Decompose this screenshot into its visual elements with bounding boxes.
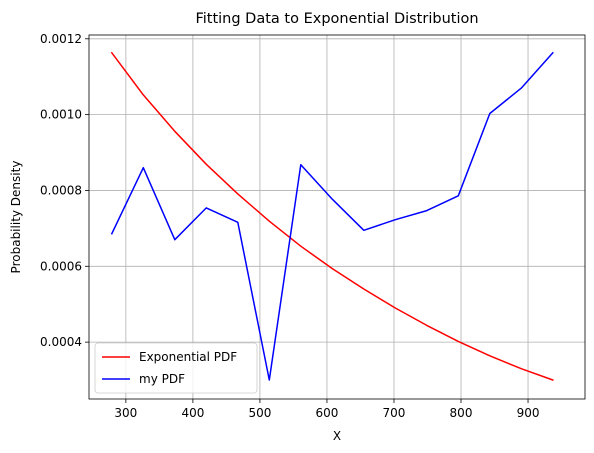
- x-tick-label: 500: [248, 406, 271, 420]
- legend-box: [94, 342, 258, 394]
- y-tick-label: 0.0008: [40, 183, 82, 197]
- series-line-exponential-pdf: [110, 51, 554, 381]
- x-tick-label: 600: [315, 406, 338, 420]
- legend: Exponential PDF my PDF: [94, 342, 258, 394]
- y-tick-label: 0.0010: [40, 108, 82, 122]
- x-tick-label: 700: [383, 406, 406, 420]
- x-tick-label: 900: [517, 406, 540, 420]
- grid: [89, 35, 585, 399]
- x-tick-label: 300: [114, 406, 137, 420]
- x-axis-label: X: [333, 429, 341, 443]
- x-tick-label: 400: [181, 406, 204, 420]
- y-tick-label: 0.0004: [40, 335, 82, 349]
- legend-label-my-pdf: my PDF: [139, 372, 185, 386]
- legend-label-exponential-pdf: Exponential PDF: [139, 350, 237, 364]
- y-axis-label: Probability Density: [9, 161, 23, 274]
- plot-area-frame: [88, 34, 586, 400]
- series-layer: [110, 51, 554, 381]
- chart-title: Fitting Data to Exponential Distribution: [195, 11, 478, 27]
- series-line-my-pdf: [110, 51, 554, 381]
- y-tick-label: 0.0012: [40, 32, 82, 46]
- y-tick-label: 0.0006: [40, 259, 82, 273]
- tick-layer: 300 400 500 600 700 800 900 0.0004 0.0006 0.0008 0…: [40, 32, 539, 420]
- x-tick-label: 800: [450, 406, 473, 420]
